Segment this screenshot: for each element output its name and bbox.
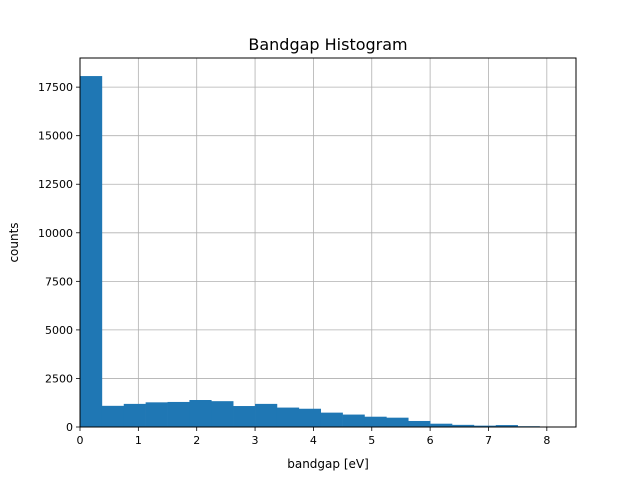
chart-title: Bandgap Histogram [248, 35, 407, 54]
histogram-bar [473, 425, 497, 427]
histogram-bar [211, 401, 234, 427]
histogram-bar [255, 403, 278, 427]
y-axis-label: counts [7, 222, 21, 262]
x-axis-ticks: 0 1 2 3 4 5 6 7 8 [77, 427, 550, 447]
y-tick-label: 10000 [38, 227, 73, 240]
y-tick-label: 7500 [45, 275, 73, 288]
histogram-bar [298, 408, 322, 427]
x-tick-label: 8 [543, 434, 550, 447]
histogram-bar [452, 424, 475, 427]
histogram-bar [320, 412, 343, 427]
y-tick-label: 17500 [38, 81, 73, 94]
grid-lines [79, 58, 576, 428]
x-tick-label: 7 [485, 434, 492, 447]
histogram-bar [80, 76, 103, 427]
histogram-bar [233, 406, 256, 427]
x-tick-label: 0 [77, 434, 84, 447]
histogram-bar [495, 425, 518, 427]
x-tick-label: 5 [368, 434, 375, 447]
histogram-bar [167, 401, 190, 427]
histogram-bar [342, 414, 365, 427]
x-tick-label: 6 [427, 434, 434, 447]
histogram-bar [189, 400, 212, 427]
x-tick-label: 2 [193, 434, 200, 447]
plot-area-frame [79, 57, 577, 428]
y-tick-label: 5000 [45, 324, 73, 337]
x-tick-label: 3 [252, 434, 259, 447]
y-tick-label: 0 [66, 421, 73, 434]
x-axis-label: bandgap [eV] [287, 457, 369, 471]
histogram-bar [408, 420, 431, 427]
histogram-bar [430, 423, 453, 427]
y-tick-label: 12500 [38, 178, 73, 191]
histogram-bar [386, 417, 409, 427]
x-tick-label: 1 [135, 434, 142, 447]
histogram-bar [145, 402, 168, 427]
x-tick-label: 4 [310, 434, 317, 447]
y-tick-label: 2500 [45, 372, 73, 385]
histogram-bar [276, 407, 300, 427]
y-tick-label: 15000 [38, 130, 73, 143]
y-axis-ticks: 0 2500 5000 7500 10000 12500 15000 17500 [38, 81, 80, 434]
histogram-bars [80, 76, 562, 427]
histogram-bar [101, 405, 125, 427]
histogram-bar [123, 403, 146, 427]
histogram-bar [364, 416, 387, 427]
